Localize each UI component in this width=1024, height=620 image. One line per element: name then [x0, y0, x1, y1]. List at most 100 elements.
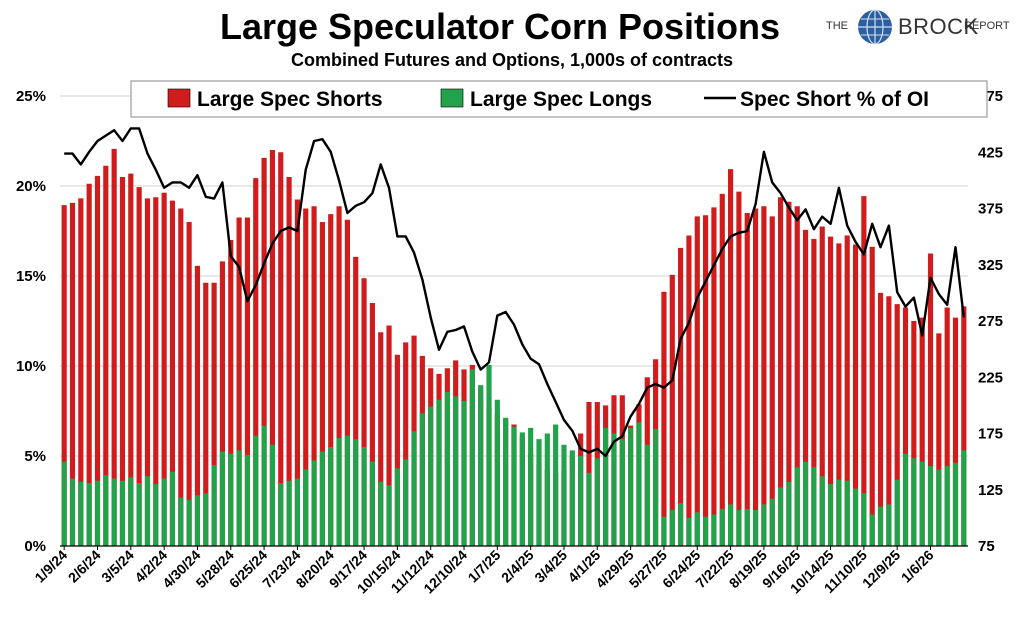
shorts-bar: [902, 307, 909, 546]
longs-bar: [361, 447, 367, 546]
x-tick-label: 1/7/25: [465, 547, 504, 586]
shorts-bar: [294, 199, 300, 546]
longs-bar: [711, 514, 717, 546]
longs-bar: [936, 469, 942, 546]
longs-bar: [236, 450, 242, 546]
chart-subtitle: Combined Futures and Options, 1,000s of …: [290, 50, 734, 70]
shorts-bar: [386, 325, 392, 546]
longs-bar: [628, 427, 634, 546]
longs-bar: [644, 444, 650, 546]
shorts-bar: [119, 177, 126, 546]
longs-bar: [161, 478, 167, 546]
longs-bar: [678, 503, 684, 546]
longs-bar: [144, 476, 151, 546]
longs-bar: [927, 466, 934, 546]
shorts-bar: [686, 235, 692, 546]
x-axis: 1/9/242/6/243/5/244/2/244/30/245/28/246/…: [31, 546, 937, 597]
x-tick-label: 3/5/24: [98, 547, 137, 586]
shorts-bar: [811, 238, 817, 546]
longs-bar: [728, 504, 734, 546]
chart-title: Large Speculator Corn Positions: [219, 6, 781, 47]
shorts-bar: [278, 152, 284, 546]
right-tick-label: 225: [978, 369, 1003, 386]
longs-bar: [369, 461, 375, 546]
legend-swatch-longs: [440, 88, 464, 108]
longs-bar: [86, 483, 92, 546]
longs-bar: [569, 450, 575, 546]
longs-bar: [586, 472, 592, 546]
longs-bar: [194, 495, 201, 546]
longs-bar: [303, 469, 309, 546]
longs-bar: [852, 488, 859, 546]
shorts-bar: [186, 222, 192, 546]
shorts-bar: [228, 240, 234, 546]
shorts-bar: [802, 229, 809, 546]
legend-box: [130, 80, 988, 118]
longs-bar: [694, 512, 700, 546]
shorts-bar: [769, 216, 775, 546]
shorts-bar: [744, 213, 750, 546]
longs-bar: [119, 480, 126, 546]
longs-bar: [894, 479, 900, 546]
longs-bar: [61, 461, 67, 546]
shorts-bar: [136, 187, 142, 546]
legend-swatch-shorts: [167, 88, 191, 108]
longs-bar: [203, 493, 209, 546]
short-pct-line: [64, 127, 965, 458]
longs-bar: [661, 516, 667, 546]
shorts-bar: [128, 173, 134, 546]
shorts-bar: [661, 291, 667, 546]
shorts-bar: [886, 296, 892, 546]
shorts-bar: [261, 157, 267, 546]
longs-bar: [802, 461, 809, 546]
shorts-bar: [711, 207, 717, 546]
shorts-bar: [911, 321, 917, 546]
shorts-bar: [111, 148, 117, 546]
longs-bar: [269, 444, 276, 546]
longs-bar: [544, 433, 550, 546]
shorts-bar: [877, 292, 884, 546]
shorts-bar: [961, 306, 967, 546]
longs-bar: [653, 429, 659, 546]
longs-bar: [294, 478, 300, 546]
left-axis: 0% 5% 10% 15% 20% 25%: [16, 88, 46, 555]
shorts-bar: [303, 208, 309, 546]
longs-bar: [178, 497, 184, 546]
right-tick-label: 275: [978, 313, 1003, 330]
longs-bar: [436, 399, 442, 546]
left-tick-label: 25%: [16, 88, 46, 105]
longs-bar: [111, 478, 117, 546]
longs-bar: [511, 426, 517, 546]
longs-bar: [403, 459, 409, 546]
longs-bar: [811, 467, 817, 546]
shorts-bar: [103, 165, 109, 546]
shorts-bar: [378, 332, 384, 546]
longs-bar: [911, 458, 917, 546]
longs-bar: [244, 454, 251, 546]
longs-bar: [219, 451, 226, 546]
left-tick-label: 0%: [24, 538, 46, 555]
right-tick-label: 425: [978, 144, 1003, 161]
x-tick-label: 2/4/25: [498, 547, 537, 586]
shorts-bar: [269, 150, 276, 546]
shorts-bar: [728, 169, 734, 546]
longs-bar: [519, 432, 525, 546]
globe-icon: [858, 9, 892, 45]
shorts-bar: [403, 342, 409, 546]
longs-bar: [794, 467, 800, 546]
shorts-bar: [169, 200, 176, 546]
logo-brock: BROCK: [898, 14, 979, 39]
longs-bar: [494, 399, 500, 546]
longs-bar: [336, 438, 342, 546]
shorts-bar: [719, 193, 725, 546]
shorts-bar: [736, 191, 742, 546]
longs-bar: [69, 478, 76, 546]
shorts-bar: [777, 197, 784, 546]
longs-bar: [228, 453, 234, 546]
shorts-bar: [78, 198, 84, 546]
longs-bar: [777, 487, 784, 546]
longs-bar: [861, 493, 867, 546]
right-tick-label: 75: [978, 538, 995, 555]
longs-bar: [78, 481, 84, 546]
